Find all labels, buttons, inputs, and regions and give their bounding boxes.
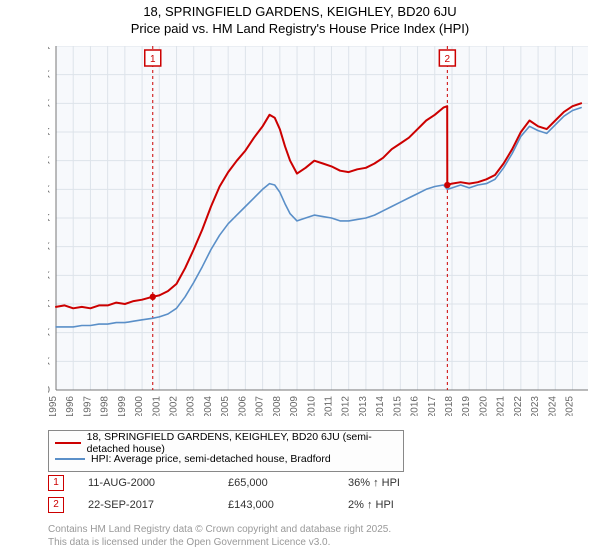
svg-text:2014: 2014 [375,396,386,416]
svg-text:£200K: £200K [48,98,50,109]
svg-text:1998: 1998 [100,396,111,416]
legend-swatch [55,442,81,444]
svg-text:1996: 1996 [65,396,76,416]
sale-marker-badge: 1 [48,475,64,491]
sales-table: 1 11-AUG-2000£65,00036% ↑ HPI 2 22-SEP-2017… [48,472,448,516]
svg-text:£220K: £220K [48,70,50,81]
svg-text:1995: 1995 [48,396,59,416]
svg-text:1997: 1997 [82,396,93,416]
svg-text:£120K: £120K [48,213,50,224]
svg-text:2010: 2010 [306,396,317,416]
svg-text:2005: 2005 [220,396,231,416]
legend-label: 18, SPRINGFIELD GARDENS, KEIGHLEY, BD20 … [87,431,397,455]
svg-text:2007: 2007 [255,396,266,416]
svg-text:2006: 2006 [237,396,248,416]
svg-text:2: 2 [445,54,451,65]
svg-text:2019: 2019 [461,396,472,416]
title-block: 18, SPRINGFIELD GARDENS, KEIGHLEY, BD20 … [0,0,600,36]
legend-item: 18, SPRINGFIELD GARDENS, KEIGHLEY, BD20 … [55,435,397,451]
svg-text:2016: 2016 [410,396,421,416]
footer-attribution: Contains HM Land Registry data © Crown c… [48,524,391,549]
svg-text:2009: 2009 [289,396,300,416]
svg-text:2013: 2013 [358,396,369,416]
svg-text:£60K: £60K [48,299,50,310]
svg-text:£180K: £180K [48,127,50,138]
svg-text:2001: 2001 [151,396,162,416]
title-subtitle: Price paid vs. HM Land Registry's House … [0,21,600,36]
svg-text:1999: 1999 [117,396,128,416]
price-chart: £0 £20K £40K £60K £80K £100K £120K £140K £160K £1… [48,46,588,416]
sale-price: £65,000 [228,477,348,489]
legend-box: 18, SPRINGFIELD GARDENS, KEIGHLEY, BD20 … [48,430,404,472]
svg-text:2023: 2023 [530,396,541,416]
legend-swatch [55,458,85,460]
svg-text:2024: 2024 [547,396,558,416]
svg-text:£140K: £140K [48,184,50,195]
svg-text:£80K: £80K [48,270,50,281]
title-address: 18, SPRINGFIELD GARDENS, KEIGHLEY, BD20 … [0,4,600,19]
sale-price: £143,000 [228,499,348,511]
svg-text:£0: £0 [48,385,50,396]
sale-date: 22-SEP-2017 [88,499,228,511]
svg-text:£40K: £40K [48,328,50,339]
svg-text:£100K: £100K [48,242,50,253]
svg-text:2011: 2011 [323,396,334,416]
svg-text:2021: 2021 [496,396,507,416]
svg-text:2025: 2025 [565,396,576,416]
svg-text:2000: 2000 [134,396,145,416]
svg-text:£20K: £20K [48,356,50,367]
svg-text:2004: 2004 [203,396,214,416]
sale-row: 1 11-AUG-2000£65,00036% ↑ HPI [48,472,448,494]
svg-text:2018: 2018 [444,396,455,416]
sale-date: 11-AUG-2000 [88,477,228,489]
svg-text:£240K: £240K [48,46,50,52]
sale-marker-badge: 2 [48,497,64,513]
svg-text:1: 1 [150,54,156,65]
svg-text:£160K: £160K [48,156,50,167]
svg-text:2020: 2020 [478,396,489,416]
sale-hpi-diff: 36% ↑ HPI [348,477,448,489]
svg-text:2002: 2002 [169,396,180,416]
legend-label: HPI: Average price, semi-detached house,… [91,453,331,465]
svg-text:2017: 2017 [427,396,438,416]
chart-container: 18, SPRINGFIELD GARDENS, KEIGHLEY, BD20 … [0,0,600,560]
svg-text:2022: 2022 [513,396,524,416]
sale-hpi-diff: 2% ↑ HPI [348,499,448,511]
footer-line-2: This data is licensed under the Open Gov… [48,537,391,550]
svg-text:2015: 2015 [392,396,403,416]
svg-text:2012: 2012 [341,396,352,416]
sale-row: 2 22-SEP-2017£143,0002% ↑ HPI [48,494,448,516]
svg-text:2003: 2003 [186,396,197,416]
svg-text:2008: 2008 [272,396,283,416]
footer-line-1: Contains HM Land Registry data © Crown c… [48,524,391,537]
